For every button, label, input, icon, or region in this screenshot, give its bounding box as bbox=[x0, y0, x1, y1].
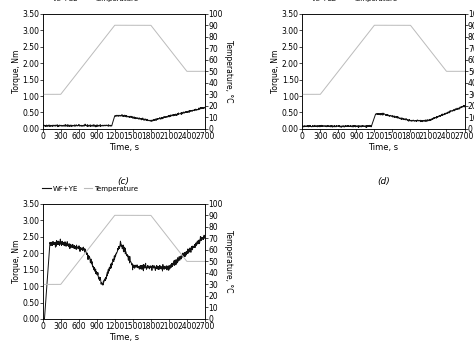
Y-axis label: Temperature, °C: Temperature, °C bbox=[224, 230, 233, 293]
X-axis label: Time, s: Time, s bbox=[368, 143, 399, 152]
X-axis label: Time, s: Time, s bbox=[109, 333, 139, 342]
Text: (d): (d) bbox=[377, 177, 390, 186]
X-axis label: Time, s: Time, s bbox=[109, 143, 139, 152]
Legend: WF+SE, Temperature: WF+SE, Temperature bbox=[39, 0, 141, 4]
Legend: WF+YE, Temperature: WF+YE, Temperature bbox=[39, 183, 141, 194]
Y-axis label: Torque, Nm: Torque, Nm bbox=[12, 50, 21, 93]
Y-axis label: Temperature, °C: Temperature, °C bbox=[224, 40, 233, 103]
Y-axis label: Torque, Nm: Torque, Nm bbox=[272, 50, 281, 93]
Legend: WF+LE, Temperature: WF+LE, Temperature bbox=[299, 0, 400, 4]
Y-axis label: Torque, Nm: Torque, Nm bbox=[12, 240, 21, 283]
Text: (c): (c) bbox=[118, 177, 130, 186]
